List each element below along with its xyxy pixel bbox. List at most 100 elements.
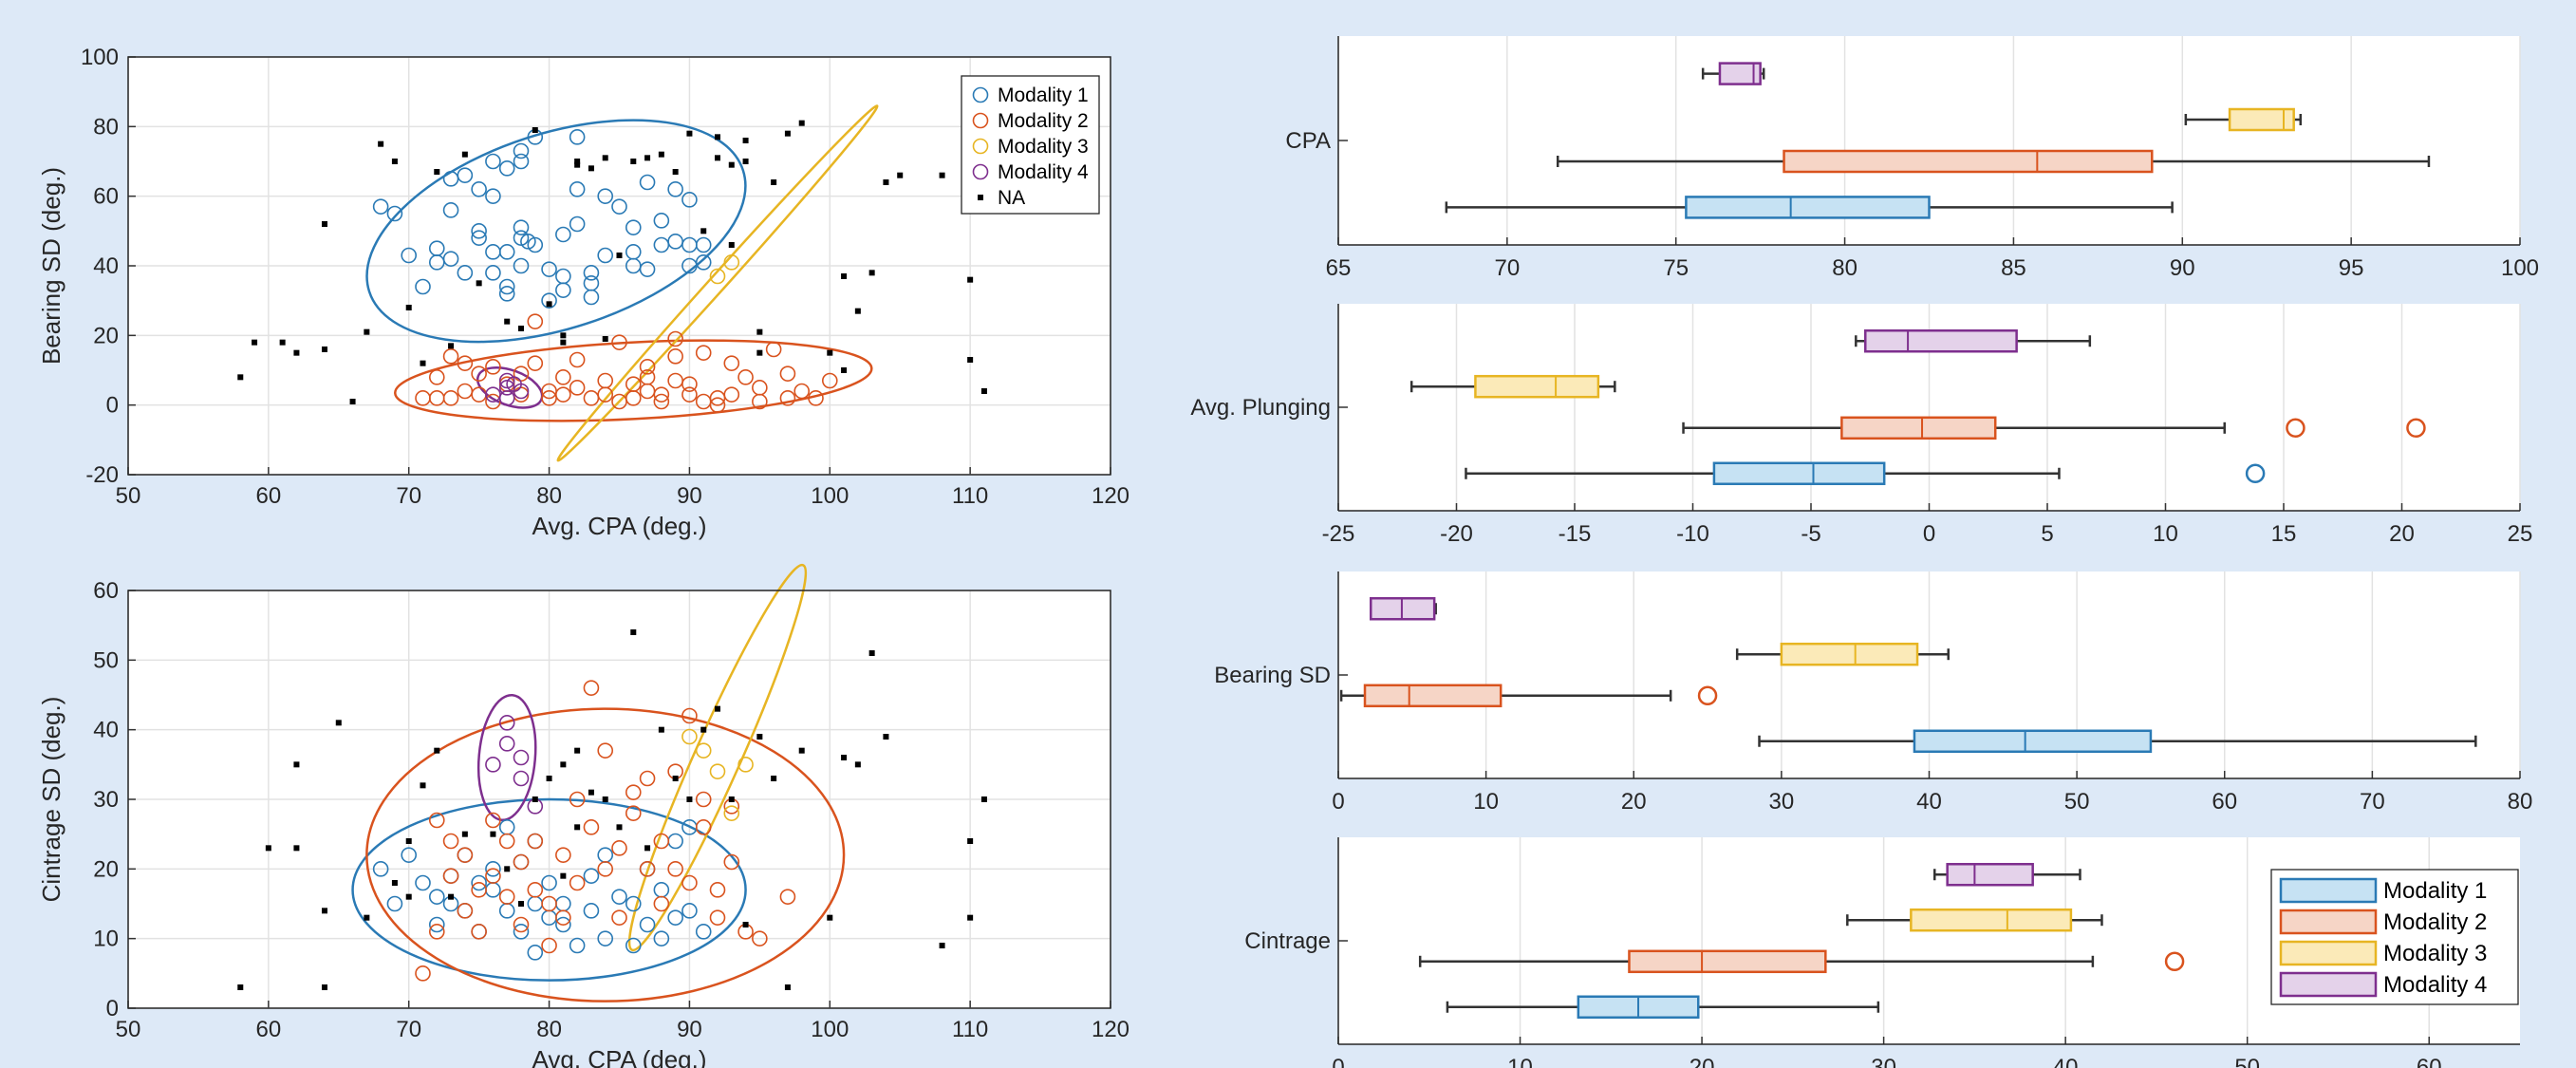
ellipse-modality-3 [556, 104, 879, 462]
data-point-modality-1 [569, 215, 586, 233]
data-point-modality-1 [611, 198, 627, 215]
data-point-na [939, 172, 945, 178]
data-point-na [756, 328, 763, 335]
data-point-na [546, 301, 552, 308]
x-tick-label: 60 [256, 483, 282, 509]
data-point-na [420, 782, 426, 789]
data-point-modality-1 [415, 278, 431, 295]
data-point-modality-2 [541, 895, 557, 912]
data-point-modality-1 [513, 219, 530, 235]
data-point-modality-1 [569, 937, 586, 954]
box-modality-2 [1418, 949, 2185, 974]
x-tick-label: 10 [1473, 789, 1499, 815]
data-point-modality-2 [555, 369, 571, 385]
data-point-na [574, 159, 581, 164]
data-point-na [715, 155, 720, 161]
legend-swatch-modality-2 [2279, 909, 2378, 935]
legend-label-modality-2: Modality 2 [2383, 909, 2487, 935]
data-point-modality-1 [681, 192, 698, 208]
series-modality-4 [485, 372, 530, 406]
box-modality-1 [1445, 196, 2174, 219]
data-point-modality-1 [401, 847, 418, 863]
data-point-na [715, 705, 720, 712]
data-point-modality-2 [555, 909, 571, 926]
data-point-na [827, 349, 833, 356]
legend-label-modality-4: Modality 4 [998, 161, 1089, 183]
data-point-modality-2 [569, 874, 586, 891]
data-point-modality-2 [681, 386, 698, 403]
legend-swatch-modality-1 [2279, 877, 2378, 904]
data-point-modality-1 [541, 874, 557, 891]
data-point-modality-2 [541, 937, 557, 954]
x-tick-label: 50 [116, 1017, 141, 1042]
data-point-modality-1 [583, 903, 600, 919]
data-point-na [967, 276, 974, 283]
legend-box [961, 75, 1100, 215]
legend-label-na: NA [998, 187, 1025, 209]
data-point-modality-3 [737, 757, 754, 773]
iqr-box [1363, 684, 1503, 708]
data-point-modality-2 [597, 861, 614, 877]
data-point-modality-1 [667, 181, 683, 197]
data-point-na [658, 726, 664, 733]
x-tick-label: 0 [1332, 1055, 1344, 1068]
data-point-na [461, 831, 468, 837]
data-point-modality-2 [597, 742, 614, 759]
data-point-na [434, 747, 440, 754]
data-point-modality-2 [527, 833, 544, 850]
y-tick-label: 20 [93, 856, 119, 882]
category-label: Cintrage [1244, 928, 1331, 954]
data-point-na [672, 776, 679, 781]
data-point-modality-1 [498, 244, 515, 260]
data-point-modality-2 [625, 390, 642, 406]
data-point-modality-4 [498, 736, 515, 752]
y-axis-label: Cintrage SD (deg.) [37, 697, 65, 903]
data-point-modality-2 [555, 847, 571, 863]
data-point-modality-1 [583, 868, 600, 884]
data-point-na [504, 866, 511, 872]
category-label: Bearing SD [1214, 663, 1331, 688]
data-point-na [630, 629, 637, 635]
data-point-modality-1 [569, 181, 586, 197]
data-point-modality-1 [667, 909, 683, 926]
ellipse-modality-2 [394, 339, 873, 422]
data-point-modality-2 [808, 390, 824, 406]
data-point-modality-1 [520, 234, 536, 250]
legend-swatch-modality-4 [2279, 971, 2378, 998]
x-tick-label: 90 [677, 483, 702, 509]
box-modality-2 [1339, 684, 1718, 708]
data-point-na [448, 893, 455, 900]
data-point-modality-2 [457, 355, 474, 371]
x-tick-label: 70 [396, 483, 421, 509]
data-point-modality-2 [555, 386, 571, 403]
x-tick-label: -5 [1801, 521, 1820, 547]
data-point-modality-2 [428, 924, 445, 940]
data-point-na [293, 845, 300, 852]
x-tick-label: 30 [1769, 789, 1795, 815]
data-point-modality-2 [625, 784, 642, 800]
x-tick-label: 90 [2170, 255, 2195, 281]
x-tick-label: 110 [952, 483, 988, 509]
x-tick-label: 60 [256, 1017, 282, 1042]
data-point-na [897, 172, 904, 178]
data-point-na [252, 339, 258, 346]
data-point-modality-2 [485, 812, 501, 829]
x-tick-label: 0 [1923, 521, 1935, 547]
data-point-modality-1 [653, 213, 670, 229]
data-point-modality-2 [695, 791, 712, 808]
iqr-box [1840, 416, 1997, 440]
data-point-na [518, 326, 524, 331]
iqr-box [1718, 62, 1762, 85]
x-tick-label: 40 [1916, 789, 1942, 815]
data-point-na [841, 755, 848, 760]
data-point-na [391, 880, 398, 886]
data-point-modality-3 [723, 254, 740, 271]
y-tick-label: 20 [93, 323, 119, 348]
x-tick-label: 95 [2339, 255, 2364, 281]
box-modality-3 [1735, 642, 1950, 666]
box-modality-1 [1465, 461, 2266, 486]
series-na [237, 629, 987, 990]
data-point-modality-2 [611, 334, 627, 350]
data-point-na [322, 908, 327, 914]
data-point-na [728, 161, 735, 168]
